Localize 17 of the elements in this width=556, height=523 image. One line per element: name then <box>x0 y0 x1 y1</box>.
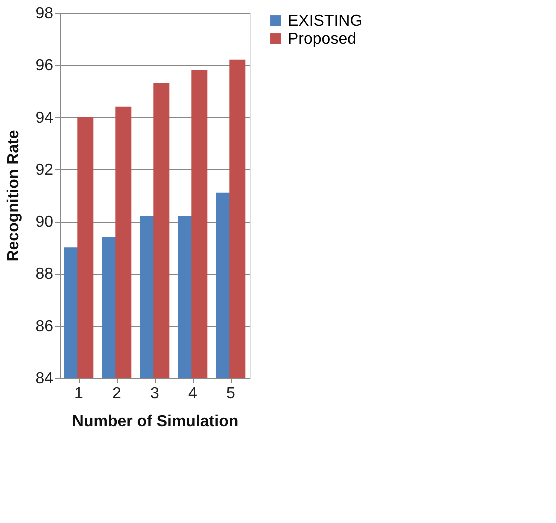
x-tick-label: 2 <box>112 386 122 402</box>
legend-label: Proposed <box>288 31 356 48</box>
y-tick-label: 98 <box>36 6 54 22</box>
x-axis-title: Number of Simulation <box>72 414 239 430</box>
x-tick-label: 1 <box>74 386 84 402</box>
y-tick-label: 86 <box>36 318 54 336</box>
y-axis-title: Recognition Rate <box>6 130 23 262</box>
x-tick-label: 4 <box>188 386 198 402</box>
y-tick-label: 88 <box>36 266 54 284</box>
x-tick-label: 3 <box>150 386 160 402</box>
y-tick-label: 94 <box>36 110 54 127</box>
y-tick-label: 90 <box>36 214 54 232</box>
y-tick-label: 96 <box>36 58 54 75</box>
y-tick-label: 84 <box>36 370 54 388</box>
x-tick-label: 5 <box>226 386 236 402</box>
legend-label: EXISTING <box>288 13 363 30</box>
y-tick-label: 92 <box>36 162 54 179</box>
